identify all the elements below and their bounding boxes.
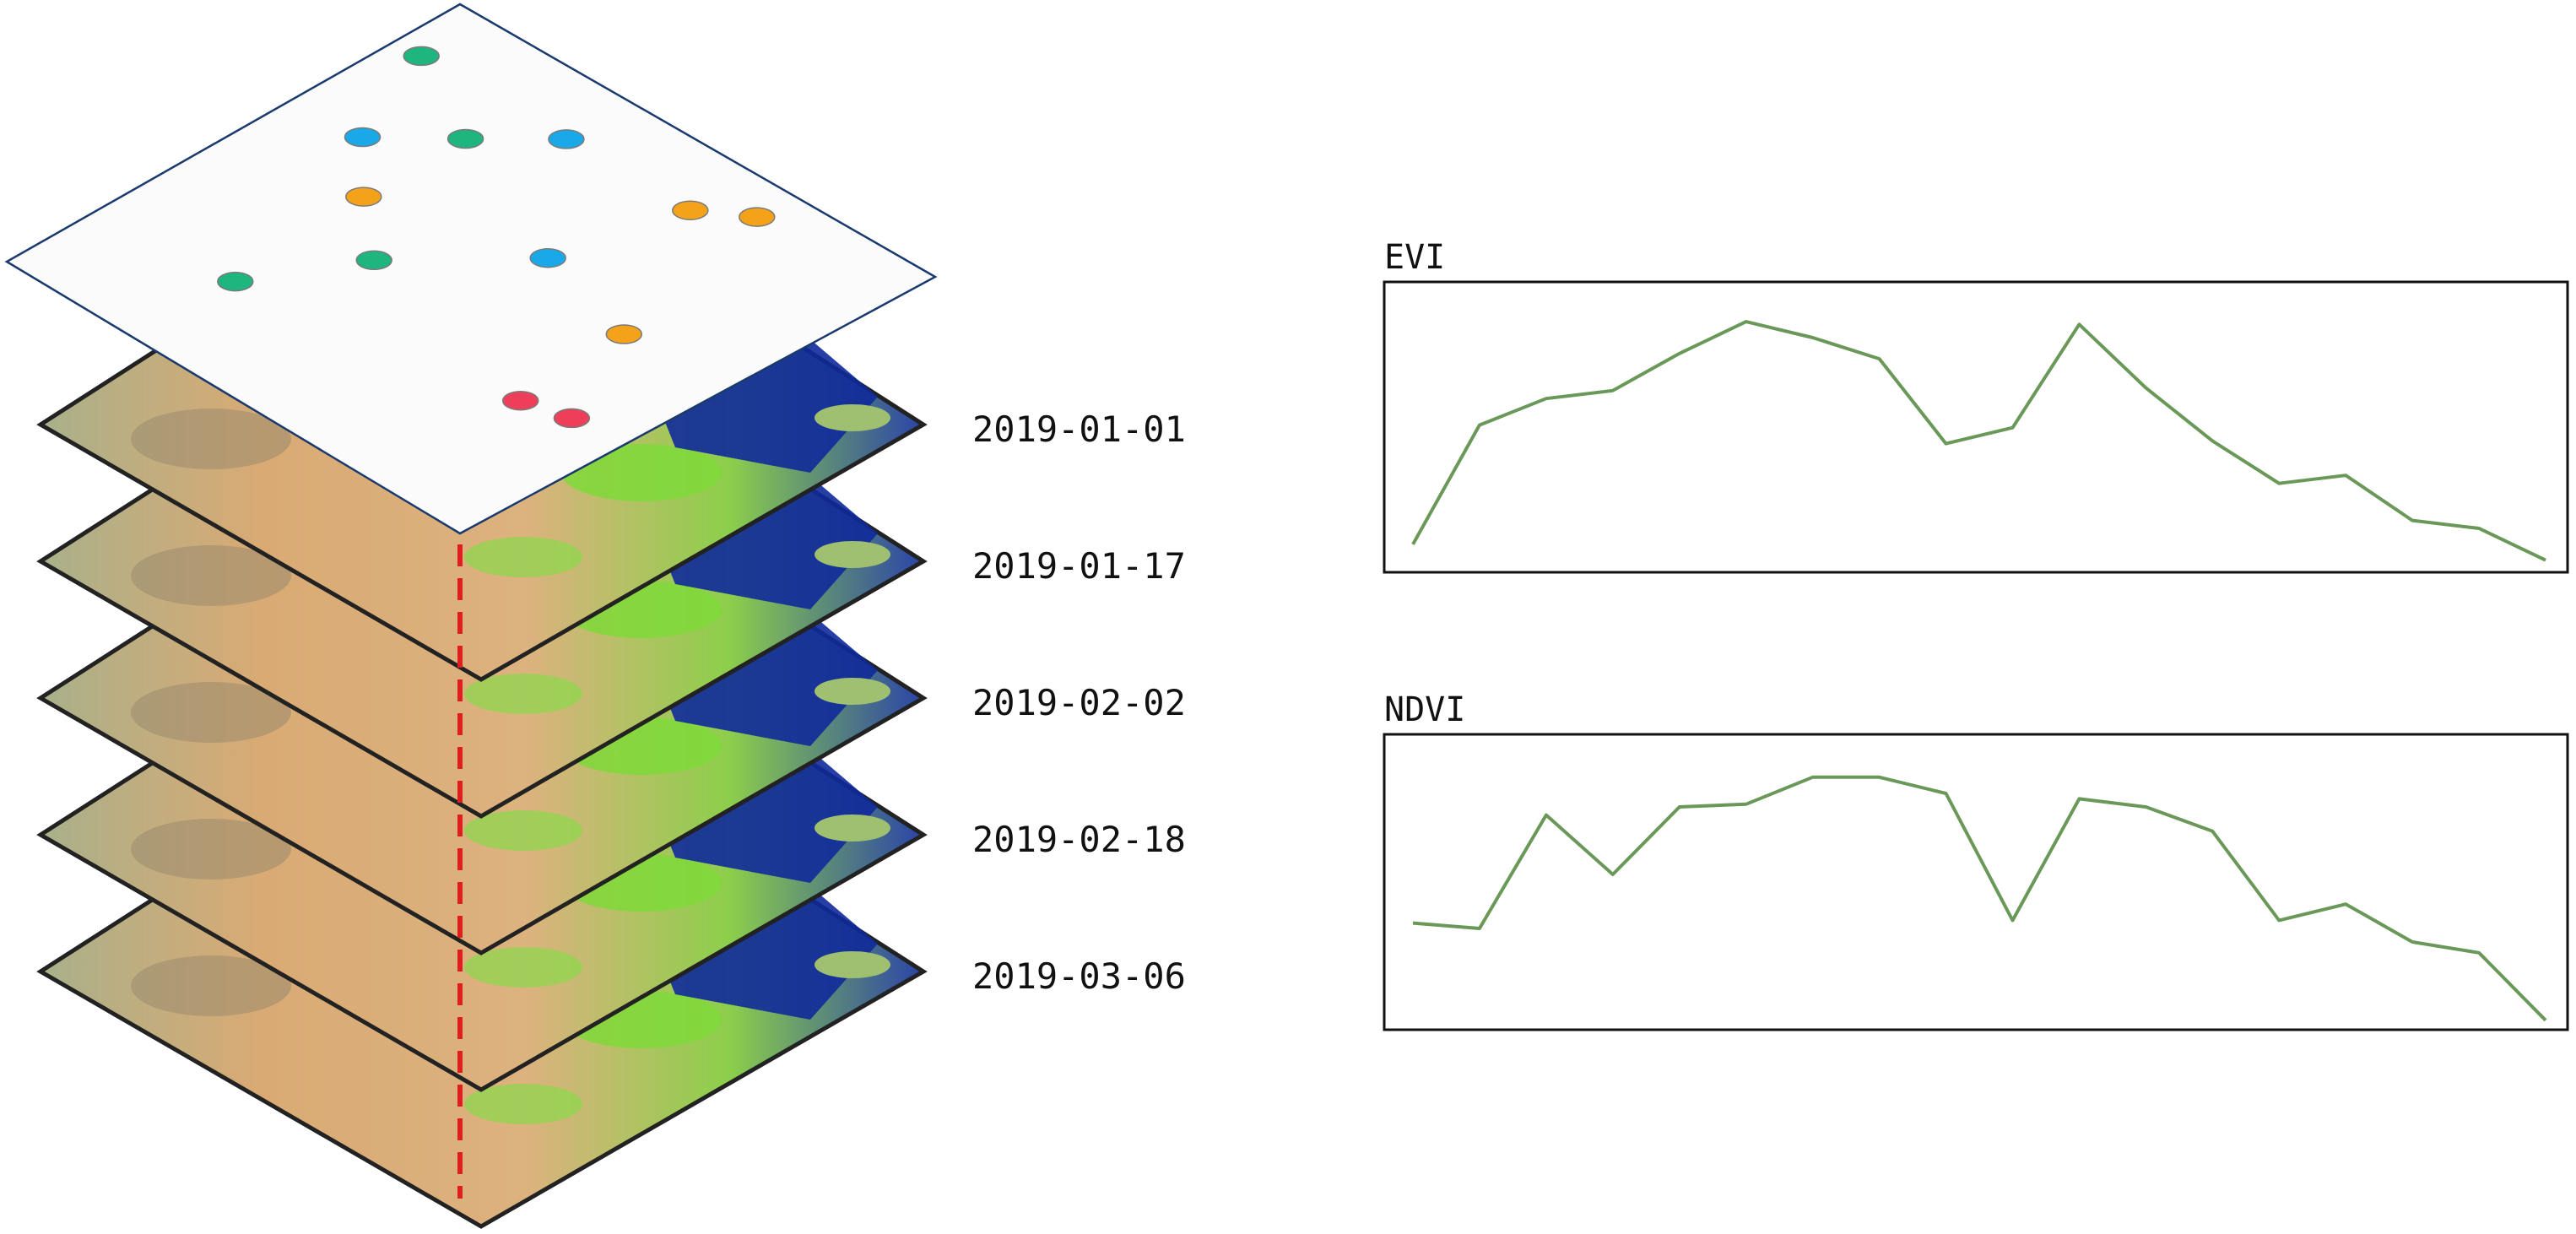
evi-series-line [1411,320,2546,562]
sample-point-green [217,271,254,292]
layer-date-label: 2019-03-06 [972,955,1186,997]
evi-chart-title: EVI [1384,238,1446,277]
sample-point-orange [605,324,643,344]
ndvi-series-line [1412,775,2547,1022]
ndvi-chart-title: NDVI [1384,690,1466,729]
sample-point-green [403,46,440,67]
evi-chart-frame [1383,280,2569,574]
sample-point-green [446,128,484,149]
sample-point-green [355,250,392,271]
sample-point-orange [672,200,709,220]
layer-date-label: 2019-01-17 [972,545,1186,587]
sample-point-blue [548,129,585,149]
layer-date-label: 2019-01-01 [972,409,1186,450]
layer-date-label: 2019-02-18 [972,819,1186,860]
sample-point-red [501,390,539,411]
layer-date-label: 2019-02-02 [972,682,1186,723]
ndvi-line-chart [1383,733,2569,1031]
ndvi-chart-frame [1383,733,2569,1031]
image-stack-diagram [4,3,938,1229]
sample-point-red [553,408,591,429]
sample-point-blue [344,127,382,148]
sample-point-blue [529,247,566,268]
sample-point-orange [739,207,776,227]
sample-point-grid [4,3,938,535]
sample-point-orange [345,187,382,207]
evi-line-chart [1383,280,2569,574]
